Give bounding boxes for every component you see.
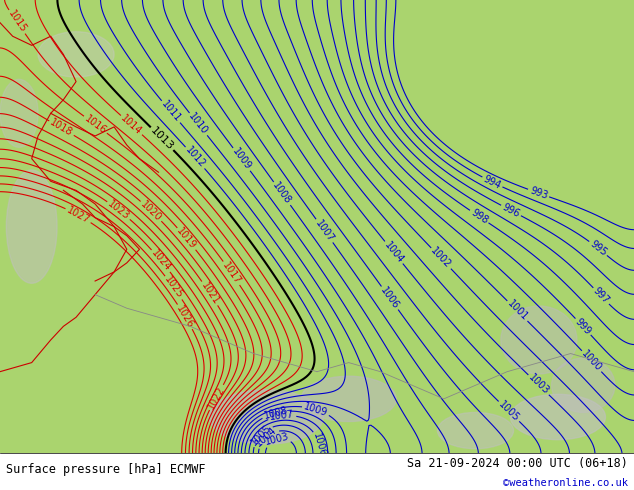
Text: 995: 995 — [588, 239, 609, 258]
Ellipse shape — [209, 390, 323, 444]
Text: 996: 996 — [501, 202, 522, 219]
Text: 1004: 1004 — [382, 240, 405, 265]
Text: 1021: 1021 — [199, 280, 221, 306]
Text: 1007: 1007 — [313, 218, 335, 244]
Ellipse shape — [38, 32, 114, 77]
Text: 1013: 1013 — [149, 125, 176, 152]
Text: 1026: 1026 — [174, 303, 196, 330]
Text: Surface pressure [hPa] ECMWF: Surface pressure [hPa] ECMWF — [6, 463, 206, 476]
Text: 1027: 1027 — [65, 205, 91, 225]
Text: 1005: 1005 — [496, 399, 521, 423]
Ellipse shape — [0, 79, 38, 147]
Text: 1022: 1022 — [206, 384, 226, 411]
Text: 1001: 1001 — [505, 299, 529, 323]
Text: 997: 997 — [591, 286, 611, 306]
Text: 1025: 1025 — [162, 275, 185, 301]
Text: 1006: 1006 — [378, 285, 401, 311]
Text: 1009: 1009 — [303, 401, 329, 418]
Text: 1003: 1003 — [264, 431, 290, 446]
Ellipse shape — [6, 170, 57, 283]
Text: 1012: 1012 — [183, 145, 207, 170]
Text: 993: 993 — [528, 185, 549, 201]
Text: 1010: 1010 — [187, 111, 210, 137]
Text: Sa 21-09-2024 00:00 UTC (06+18): Sa 21-09-2024 00:00 UTC (06+18) — [407, 457, 628, 470]
Text: 998: 998 — [469, 207, 489, 226]
Text: 1005: 1005 — [249, 422, 273, 447]
Text: 1009: 1009 — [230, 147, 253, 172]
Text: 994: 994 — [482, 173, 503, 191]
Text: 1008: 1008 — [262, 405, 288, 421]
Text: 1023: 1023 — [106, 199, 131, 222]
Text: 1000: 1000 — [579, 349, 604, 373]
Ellipse shape — [437, 413, 514, 449]
Text: 1006: 1006 — [311, 432, 328, 458]
Text: 1003: 1003 — [526, 373, 551, 397]
Text: 1007: 1007 — [269, 410, 295, 422]
Text: 1014: 1014 — [119, 113, 144, 137]
Text: 1002: 1002 — [429, 246, 453, 270]
Text: 1019: 1019 — [175, 226, 198, 251]
Text: 1020: 1020 — [139, 199, 164, 223]
Text: 1008: 1008 — [271, 181, 294, 206]
Text: 1015: 1015 — [6, 9, 28, 35]
Text: 999: 999 — [573, 317, 593, 337]
Text: ©weatheronline.co.uk: ©weatheronline.co.uk — [503, 478, 628, 488]
Ellipse shape — [552, 358, 615, 413]
Text: 1017: 1017 — [221, 260, 243, 286]
Text: 1024: 1024 — [149, 248, 172, 273]
Text: 1016: 1016 — [82, 113, 108, 136]
Text: 1011: 1011 — [159, 99, 183, 124]
Ellipse shape — [301, 376, 396, 421]
Text: 1018: 1018 — [48, 118, 75, 139]
Text: 1004: 1004 — [254, 425, 279, 448]
Ellipse shape — [501, 306, 577, 374]
Ellipse shape — [510, 394, 605, 440]
